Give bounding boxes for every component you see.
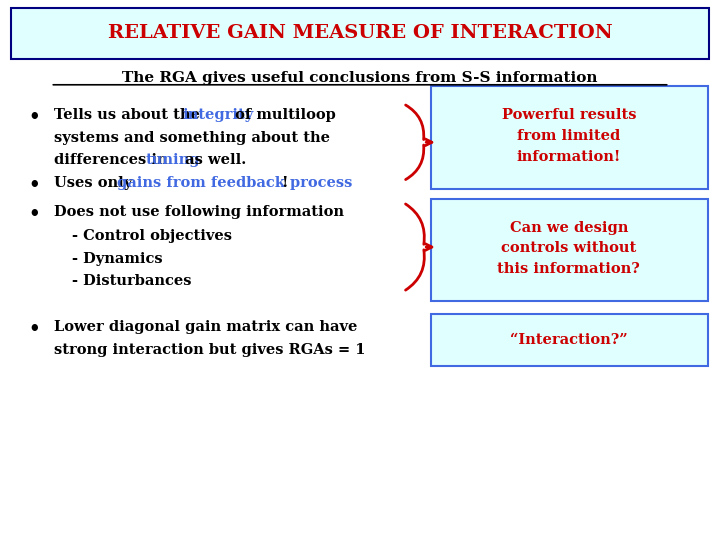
Text: !: ! xyxy=(281,176,287,190)
FancyBboxPatch shape xyxy=(431,199,708,301)
Text: •: • xyxy=(29,108,40,126)
Text: as well.: as well. xyxy=(180,153,246,167)
Text: Does not use following information: Does not use following information xyxy=(54,205,344,219)
FancyBboxPatch shape xyxy=(431,314,708,366)
Text: strong interaction but gives RGAs = 1: strong interaction but gives RGAs = 1 xyxy=(54,343,366,357)
Text: - Dynamics: - Dynamics xyxy=(72,252,163,266)
Text: systems and something about the: systems and something about the xyxy=(54,131,330,145)
Text: •: • xyxy=(29,320,40,338)
Text: Powerful results
from limited
information!: Powerful results from limited informatio… xyxy=(502,109,636,164)
Text: Tells us about the: Tells us about the xyxy=(54,108,205,122)
Text: “Interaction?”: “Interaction?” xyxy=(510,333,628,347)
Text: - Control objectives: - Control objectives xyxy=(72,229,232,243)
FancyBboxPatch shape xyxy=(431,86,708,189)
Text: - Disturbances: - Disturbances xyxy=(72,274,192,288)
Text: of multiloop: of multiloop xyxy=(230,108,336,122)
Text: tuning: tuning xyxy=(145,153,200,167)
Text: differences in: differences in xyxy=(54,153,173,167)
Text: gains from feedback process: gains from feedback process xyxy=(117,176,352,190)
Text: RELATIVE GAIN MEASURE OF INTERACTION: RELATIVE GAIN MEASURE OF INTERACTION xyxy=(108,24,612,43)
Text: integrity: integrity xyxy=(182,108,253,122)
Text: The RGA gives useful conclusions from S-S information: The RGA gives useful conclusions from S-… xyxy=(122,71,598,85)
Text: •: • xyxy=(29,205,40,223)
Text: Lower diagonal gain matrix can have: Lower diagonal gain matrix can have xyxy=(54,320,357,334)
Text: •: • xyxy=(29,176,40,194)
Text: Can we design
controls without
this information?: Can we design controls without this info… xyxy=(498,221,640,276)
FancyBboxPatch shape xyxy=(11,8,709,59)
Text: Uses only: Uses only xyxy=(54,176,138,190)
